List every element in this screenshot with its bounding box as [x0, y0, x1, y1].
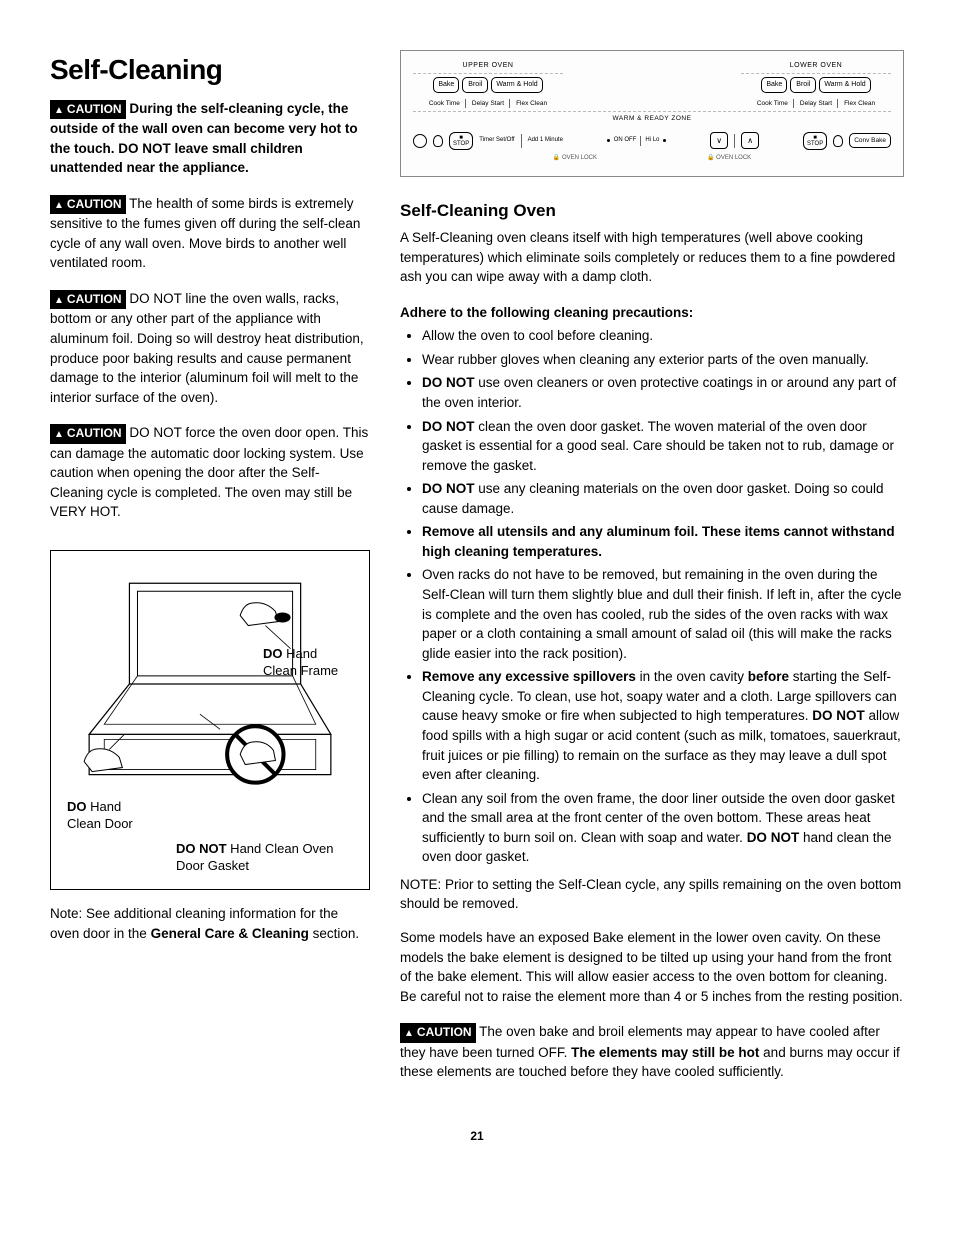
- add1-label: Add 1 Minute: [528, 137, 563, 144]
- list-item: DO NOT use oven cleaners or oven protect…: [422, 373, 904, 412]
- list-item: Wear rubber gloves when cleaning any ext…: [422, 350, 904, 370]
- caution-icon: CAUTION: [50, 100, 126, 120]
- bake-button: Bake: [433, 77, 459, 93]
- light-icon: [433, 135, 443, 147]
- caution-2: CAUTION The health of some birds is extr…: [50, 194, 370, 273]
- label-gasket: DO NOT Hand Clean Oven Door Gasket: [176, 841, 336, 875]
- lock-icon: 🔒 OVEN LOCK: [553, 155, 597, 161]
- conv-bake-button: Conv Bake: [849, 133, 891, 148]
- list-item: DO NOT use any cleaning materials on the…: [422, 479, 904, 518]
- warm-hold-button: Warm & Hold: [491, 77, 542, 93]
- list-item: DO NOT clean the oven door gasket. The w…: [422, 417, 904, 476]
- section-heading: Self-Cleaning Oven: [400, 199, 904, 224]
- caution-1: CAUTION During the self-cleaning cycle, …: [50, 99, 370, 178]
- caution-icon: CAUTION: [50, 424, 126, 444]
- clock-icon: [413, 134, 427, 148]
- list-item: Oven racks do not have to be removed, bu…: [422, 565, 904, 663]
- zone-label: WARM & READY ZONE: [413, 111, 891, 123]
- caution-icon: CAUTION: [400, 1023, 476, 1043]
- broil-button: Broil: [790, 77, 816, 93]
- up-button: ∧: [741, 132, 759, 150]
- diagram-svg: [69, 569, 351, 809]
- warm-hold-button: Warm & Hold: [819, 77, 870, 93]
- upper-oven-controls: UPPER OVEN Bake Broil Warm & Hold Cook T…: [413, 61, 563, 108]
- lower-oven-controls: LOWER OVEN Bake Broil Warm & Hold Cook T…: [741, 61, 891, 108]
- precautions-heading: Adhere to the following cleaning precaut…: [400, 303, 904, 323]
- note-spills: NOTE: Prior to setting the Self-Clean cy…: [400, 875, 904, 914]
- stop-button: STOP: [803, 132, 827, 150]
- caution-4: CAUTION DO NOT force the oven door open.…: [50, 423, 370, 522]
- caution-5: CAUTION The oven bake and broil elements…: [400, 1022, 904, 1082]
- label-door: DO Hand Clean Door: [67, 799, 157, 833]
- diagram-note: Note: See additional cleaning informatio…: [50, 904, 370, 943]
- stop-button: STOP: [449, 132, 473, 150]
- control-panel-diagram: UPPER OVEN Bake Broil Warm & Hold Cook T…: [400, 50, 904, 177]
- list-item: Allow the oven to cool before cleaning.: [422, 326, 904, 346]
- bake-button: Bake: [761, 77, 787, 93]
- list-item: Remove any excessive spillovers in the o…: [422, 667, 904, 784]
- lock-icon: 🔒 OVEN LOCK: [707, 155, 751, 161]
- page-title: Self-Cleaning: [50, 50, 370, 91]
- intro-text: A Self-Cleaning oven cleans itself with …: [400, 228, 904, 287]
- caution-icon: CAUTION: [50, 195, 126, 215]
- list-item: Remove all utensils and any aluminum foi…: [422, 522, 904, 561]
- light-icon: [833, 135, 843, 147]
- bake-element-note: Some models have an exposed Bake element…: [400, 928, 904, 1006]
- list-item: Clean any soil from the oven frame, the …: [422, 789, 904, 867]
- caution-icon: CAUTION: [50, 290, 126, 310]
- label-frame: DO Hand Clean Frame: [263, 646, 353, 680]
- timer-label: Timer Set/Off: [479, 137, 514, 144]
- oven-door-diagram: DO Hand Clean Frame DO Hand Clean Door D…: [50, 550, 370, 890]
- page-number: 21: [50, 1128, 904, 1145]
- broil-button: Broil: [462, 77, 488, 93]
- caution-3: CAUTION DO NOT line the oven walls, rack…: [50, 289, 370, 407]
- down-button: ∨: [710, 132, 728, 150]
- precautions-list: Allow the oven to cool before cleaning. …: [400, 326, 904, 867]
